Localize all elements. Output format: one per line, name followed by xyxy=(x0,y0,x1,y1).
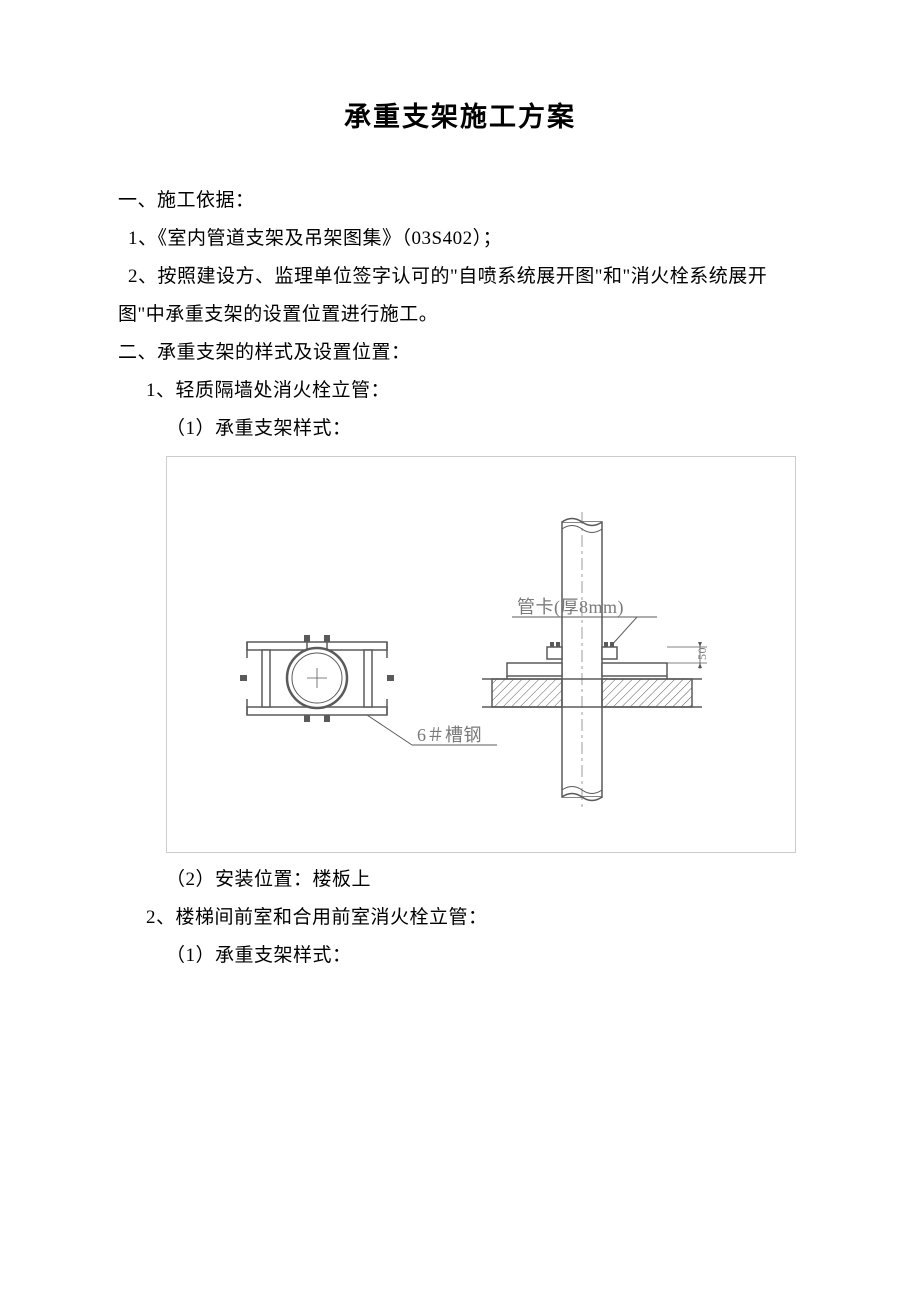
document-page: 承重支架施工方案 一、施工依据： 1、《室内管道支架及吊架图集》（03S402）… xyxy=(0,0,920,1302)
section-2-item-1: 1、轻质隔墙处消火栓立管： xyxy=(118,372,802,410)
bracket-diagram: 6＃槽钢 xyxy=(166,456,796,853)
section-2-item-2: 2、楼梯间前室和合用前室消火栓立管： xyxy=(118,899,802,937)
section-2-item-1-1: （1）承重支架样式： xyxy=(118,410,802,448)
dimension-50: 50 xyxy=(695,647,709,660)
section-1-item-1: 1、《室内管道支架及吊架图集》（03S402）； xyxy=(118,220,802,258)
document-title: 承重支架施工方案 xyxy=(118,95,802,134)
section-2-item-2-1: （1）承重支架样式： xyxy=(118,937,802,975)
label-pipe-clamp: 管卡(厚8mm) xyxy=(517,597,624,618)
diagram-svg: 6＃槽钢 xyxy=(167,457,795,852)
section-2-item-1-2: （2）安装位置：楼板上 xyxy=(118,861,802,899)
section-1-item-2b: 图"中承重支架的设置位置进行施工。 xyxy=(118,296,802,334)
section-1-item-2a: 2、按照建设方、监理单位签字认可的"自喷系统展开图"和"消火栓系统展开 xyxy=(118,258,802,296)
section-2-heading: 二、承重支架的样式及设置位置： xyxy=(118,334,802,372)
left-view xyxy=(240,635,394,722)
right-view xyxy=(482,512,702,807)
document-body: 一、施工依据： 1、《室内管道支架及吊架图集》（03S402）； 2、按照建设方… xyxy=(118,182,802,975)
section-1-heading: 一、施工依据： xyxy=(118,182,802,220)
label-channel-steel: 6＃槽钢 xyxy=(417,725,482,745)
